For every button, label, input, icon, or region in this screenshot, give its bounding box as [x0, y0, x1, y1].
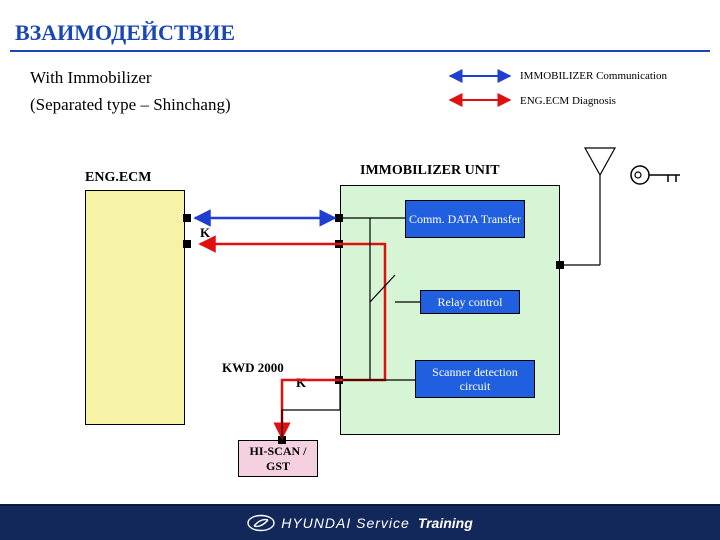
pin [183, 214, 191, 222]
scanner-box: Scanner detection circuit [415, 360, 535, 398]
pin [278, 436, 286, 444]
pin [556, 261, 564, 269]
eng-ecm-box [85, 190, 185, 425]
subtitle-1: With Immobilizer [30, 68, 152, 88]
title-rule [10, 50, 710, 52]
legend-eng-diag: ENG.ECM Diagnosis [520, 95, 616, 107]
footer-brand-2: Training [418, 515, 473, 531]
pin [335, 376, 343, 384]
comm-data-box: Comm. DATA Transfer [405, 200, 525, 238]
k-label-2: K [296, 375, 306, 391]
pin [335, 214, 343, 222]
hyundai-logo-icon [247, 514, 275, 532]
kwd2000-label: KWD 2000 [222, 360, 284, 376]
pin [335, 240, 343, 248]
immobilizer-label: IMMOBILIZER UNIT [360, 163, 500, 179]
subtitle-2: (Separated type – Shinchang) [30, 95, 231, 115]
k-label-1: K [200, 225, 210, 241]
eng-ecm-label: ENG.ECM [85, 170, 152, 186]
footer: HYUNDAI Service Training [0, 504, 720, 540]
pin [183, 240, 191, 248]
hiscan-box: HI-SCAN / GST [238, 440, 318, 477]
page-title: ВЗАИМОДЕЙСТВИЕ [15, 20, 235, 46]
relay-box: Relay control [420, 290, 520, 314]
footer-brand-1: HYUNDAI Service [281, 515, 410, 531]
legend-imm-comm: IMMOBILIZER Communication [520, 70, 667, 82]
